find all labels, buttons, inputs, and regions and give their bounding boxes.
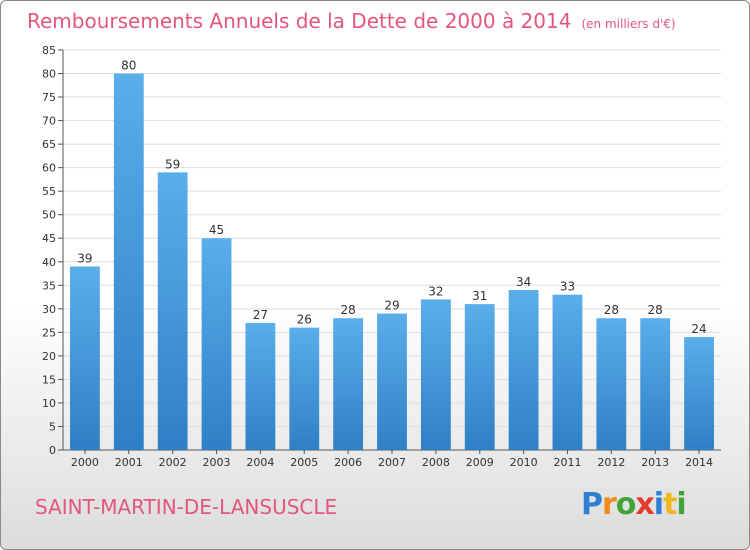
- bar-2013: [640, 318, 671, 450]
- bar-2006: [333, 318, 364, 450]
- bar-2003: [201, 238, 232, 450]
- x-tick-label-2003: 2003: [203, 456, 231, 469]
- data-label-2006: 28: [340, 303, 355, 317]
- bar-2002: [157, 172, 188, 450]
- y-tick-label: 40: [42, 256, 56, 269]
- y-tick-label: 35: [42, 279, 56, 292]
- x-tick-label-2010: 2010: [510, 456, 538, 469]
- y-tick-label: 65: [42, 138, 56, 151]
- x-tick-label-2011: 2011: [553, 456, 581, 469]
- y-tick-label: 85: [42, 44, 56, 57]
- bar-2008: [420, 299, 451, 450]
- logo-letter: r: [602, 487, 617, 522]
- x-tick-label-2000: 2000: [71, 456, 99, 469]
- logo-letter: o: [615, 487, 637, 522]
- y-tick-label: 0: [49, 444, 56, 457]
- bar-2007: [377, 313, 407, 450]
- logo-letter: t: [663, 487, 677, 522]
- x-tick-label-2005: 2005: [290, 456, 318, 469]
- y-tick-label: 10: [42, 397, 56, 410]
- data-label-2000: 39: [77, 251, 92, 265]
- data-label-2005: 26: [297, 313, 312, 327]
- bar-2011: [552, 294, 583, 450]
- chart-title-text: Remboursements Annuels de la Dette de 20…: [27, 9, 572, 33]
- y-tick-label: 80: [42, 68, 56, 81]
- logo-letter: i: [676, 487, 686, 522]
- bar-2000: [70, 266, 100, 450]
- x-tick-label-2008: 2008: [422, 456, 450, 469]
- data-label-2014: 24: [691, 322, 706, 336]
- bar-2005: [289, 327, 320, 450]
- y-tick-label: 20: [42, 350, 56, 363]
- bar-2012: [596, 318, 627, 450]
- data-label-2002: 59: [165, 157, 180, 171]
- logo-letter: i: [653, 487, 664, 522]
- labels: 0 5 10 15 20 25 30 35 40 45 50 55 60 65 70 75 80 85 39 2000…: [42, 44, 713, 469]
- proxiti-logo[interactable]: Proxiti: [581, 487, 687, 522]
- y-tick-label: 45: [42, 232, 56, 245]
- bars: [70, 73, 714, 450]
- y-tick-label: 25: [42, 326, 56, 339]
- data-label-2001: 80: [121, 59, 136, 73]
- data-label-2010: 34: [516, 275, 531, 289]
- y-tick-label: 30: [42, 303, 56, 316]
- x-tick-label-2014: 2014: [685, 456, 713, 469]
- y-tick-label: 50: [42, 209, 56, 222]
- x-tick-label-2004: 2004: [246, 456, 274, 469]
- x-tick-label-2001: 2001: [115, 456, 143, 469]
- bar-2001: [113, 73, 144, 450]
- data-label-2008: 32: [428, 284, 443, 298]
- y-tick-label: 55: [42, 185, 56, 198]
- x-tick-label-2006: 2006: [334, 456, 362, 469]
- y-tick-label: 60: [42, 162, 56, 175]
- data-label-2013: 28: [648, 303, 663, 317]
- y-tick-label: 5: [49, 420, 56, 433]
- logo-letter: P: [581, 487, 603, 522]
- bar-2014: [684, 337, 714, 450]
- commune-name: SAINT-MARTIN-DE-LANSUSCLE: [35, 495, 338, 519]
- data-label-2004: 27: [253, 308, 268, 322]
- data-label-2007: 29: [384, 299, 399, 313]
- y-tick-label: 15: [42, 373, 56, 386]
- x-tick-label-2012: 2012: [597, 456, 625, 469]
- bar-2004: [245, 322, 276, 450]
- data-label-2003: 45: [209, 223, 224, 237]
- data-label-2011: 33: [560, 280, 575, 294]
- chart-title-unit: (en milliers d'€): [581, 17, 676, 31]
- x-tick-label-2009: 2009: [466, 456, 494, 469]
- bar-2009: [464, 304, 495, 450]
- x-tick-label-2007: 2007: [378, 456, 406, 469]
- y-tick-label: 70: [42, 115, 56, 128]
- data-label-2012: 28: [604, 303, 619, 317]
- logo-letter: x: [635, 487, 654, 522]
- x-tick-label-2002: 2002: [159, 456, 187, 469]
- y-tick-label: 75: [42, 91, 56, 104]
- chart-title: Remboursements Annuels de la Dette de 20…: [27, 9, 676, 33]
- data-label-2009: 31: [472, 289, 487, 303]
- x-tick-label-2013: 2013: [641, 456, 669, 469]
- bar-2010: [508, 290, 539, 450]
